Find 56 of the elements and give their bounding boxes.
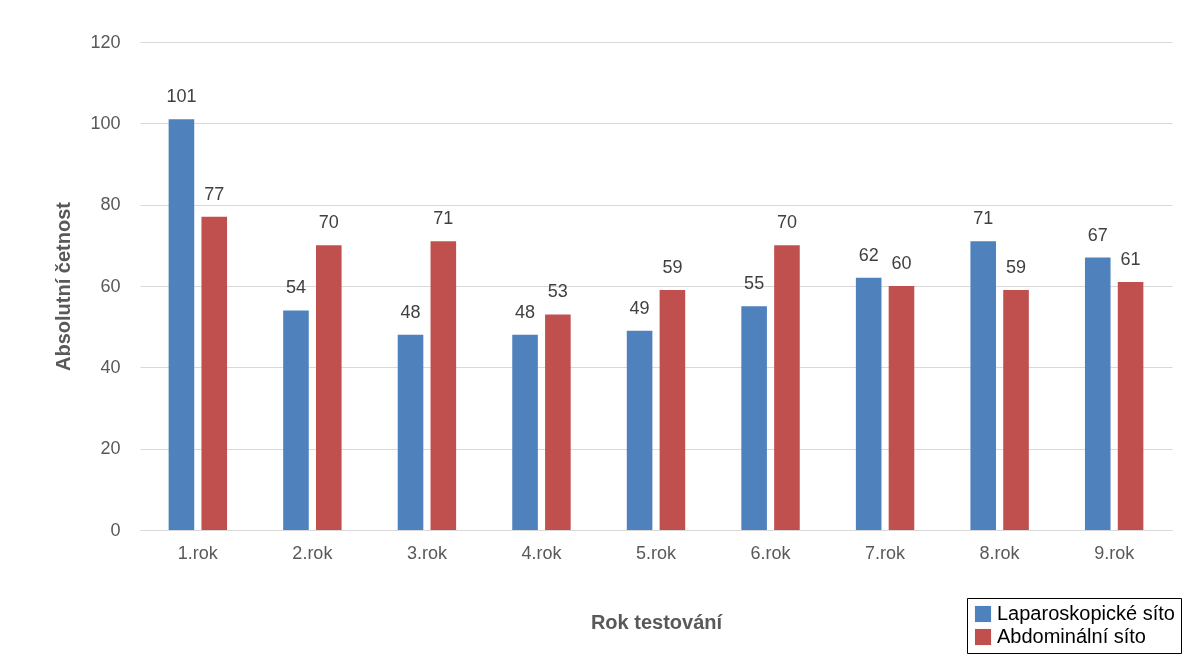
y-axis-title: Absolutní četnost	[52, 201, 75, 371]
x-tick-label: 3.rok	[406, 542, 448, 563]
bar	[855, 277, 882, 530]
bar	[1117, 281, 1144, 530]
legend-label: Abdominální síto	[997, 625, 1146, 647]
data-label: 71	[973, 208, 994, 229]
data-label: 67	[1087, 224, 1108, 245]
data-label: 53	[547, 281, 568, 302]
x-tick-label: 1.rok	[177, 542, 219, 563]
x-tick-label: 7.rok	[865, 542, 907, 563]
x-axis-title: Rok testování	[590, 610, 724, 633]
bar	[168, 119, 195, 530]
data-label: 54	[285, 277, 306, 298]
legend-label: Laparoskopické síto	[997, 602, 1175, 624]
bar	[741, 306, 767, 530]
data-label: 70	[318, 212, 339, 233]
data-label: 62	[858, 244, 879, 265]
bar	[1003, 290, 1029, 530]
bar	[626, 330, 653, 530]
x-tick-label: 2.rok	[292, 542, 334, 563]
bar	[512, 334, 538, 530]
x-tick-label: 8.rok	[979, 542, 1021, 563]
bar	[201, 216, 228, 530]
data-label: 77	[204, 183, 225, 204]
bar	[283, 310, 309, 530]
bar	[430, 241, 457, 530]
data-label: 55	[744, 273, 765, 294]
x-tick-label: 4.rok	[521, 542, 563, 563]
data-label: 101	[166, 86, 197, 107]
y-tick-label: 20	[100, 438, 121, 459]
y-tick-label: 0	[110, 519, 121, 540]
y-tick-label: 80	[100, 194, 121, 215]
data-label: 59	[1006, 257, 1027, 278]
bar	[315, 245, 342, 530]
x-tick-label: 6.rok	[750, 542, 792, 563]
bar	[774, 245, 800, 530]
bar	[397, 334, 424, 530]
data-label: 59	[662, 257, 683, 278]
bar	[970, 241, 997, 530]
bar	[659, 290, 686, 530]
data-label: 48	[515, 301, 536, 322]
data-label: 60	[891, 253, 912, 273]
bar	[545, 314, 571, 530]
data-label: 61	[1120, 248, 1141, 269]
data-label: 49	[629, 297, 650, 318]
x-tick-label: 5.rok	[635, 542, 677, 563]
x-tick-label: 9.rok	[1094, 542, 1136, 563]
y-tick-label: 40	[100, 356, 121, 377]
data-label: 70	[776, 212, 797, 233]
bar	[888, 286, 915, 530]
y-tick-label: 60	[100, 275, 121, 296]
y-tick-label: 120	[90, 31, 121, 52]
data-label: 71	[433, 208, 454, 229]
y-tick-label: 100	[90, 112, 121, 133]
bar	[1084, 257, 1111, 530]
data-label: 48	[400, 301, 421, 322]
